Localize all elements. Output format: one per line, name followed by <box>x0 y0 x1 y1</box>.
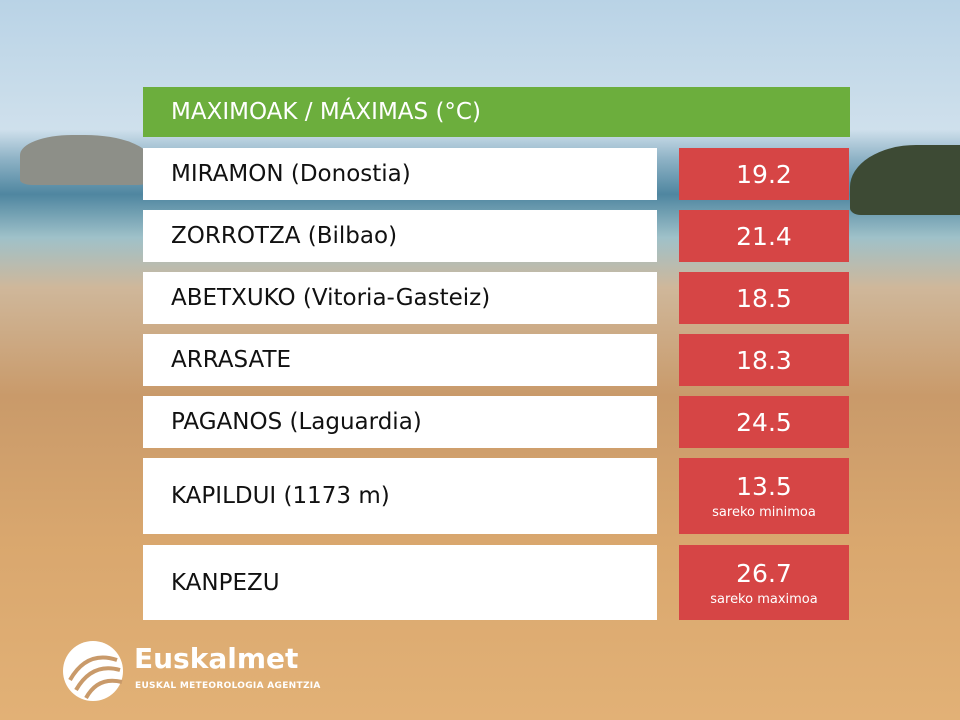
logo-subtitle: EUSKAL METEOROLOGIA AGENTZIA <box>135 681 321 691</box>
value-box: 18.3 <box>679 334 849 386</box>
temperature-value: 18.5 <box>736 283 792 313</box>
station-name: ABETXUKO (Vitoria-Gasteiz) <box>143 272 657 324</box>
value-box: 24.5 <box>679 396 849 448</box>
background-rock <box>20 135 150 185</box>
header-title: MAXIMOAK / MÁXIMAS (°C) <box>143 87 850 137</box>
value-box: 13.5 sareko minimoa <box>679 458 849 534</box>
temperature-value: 26.7 <box>736 558 792 588</box>
station-name: KANPEZU <box>143 545 657 620</box>
value-box: 19.2 <box>679 148 849 200</box>
station-name: KAPILDUI (1173 m) <box>143 458 657 534</box>
station-name: MIRAMON (Donostia) <box>143 148 657 200</box>
temperature-value: 24.5 <box>736 407 792 437</box>
station-name: PAGANOS (Laguardia) <box>143 396 657 448</box>
logo-name: Euskalmet <box>134 642 299 675</box>
temperature-value: 21.4 <box>736 221 792 251</box>
value-note: sareko minimoa <box>712 505 816 520</box>
value-box: 26.7 sareko maximoa <box>679 545 849 620</box>
station-name: ZORROTZA (Bilbao) <box>143 210 657 262</box>
temperature-value: 19.2 <box>736 159 792 189</box>
logo-icon <box>63 641 123 701</box>
background-hill <box>850 145 960 215</box>
station-name: ARRASATE <box>143 334 657 386</box>
value-note: sareko maximoa <box>710 591 818 607</box>
value-box: 18.5 <box>679 272 849 324</box>
temperature-value: 13.5 <box>736 472 792 501</box>
value-box: 21.4 <box>679 210 849 262</box>
temperature-value: 18.3 <box>736 345 792 375</box>
